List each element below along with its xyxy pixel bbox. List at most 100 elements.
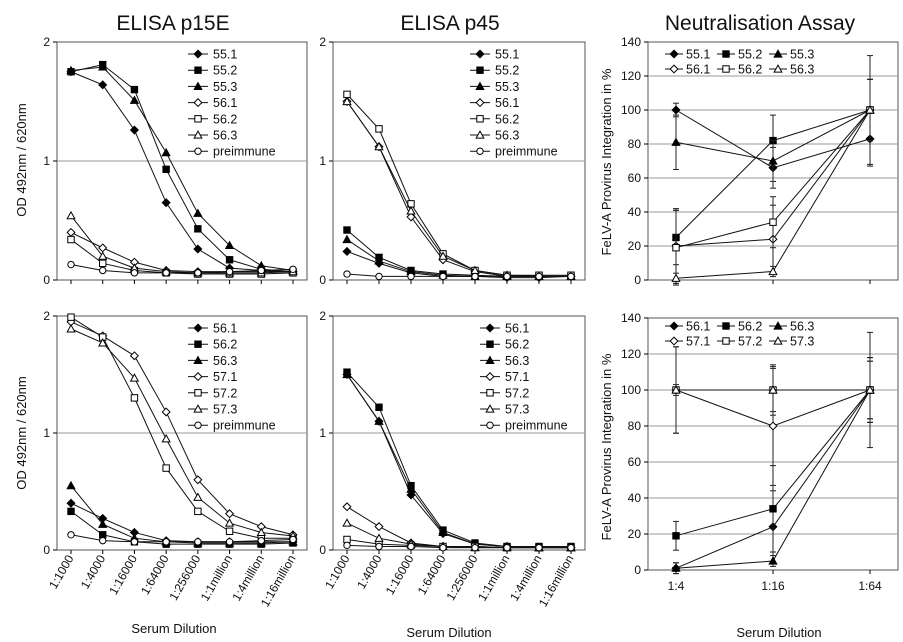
y-tick-label: 2 (43, 35, 50, 49)
y-tick-label: 2 (43, 309, 50, 323)
data-point (130, 269, 139, 277)
data-point (225, 256, 234, 264)
data-point (99, 259, 107, 268)
data-point (503, 272, 511, 281)
legend-label: 56.2 (738, 320, 762, 334)
legend-label: 56.3 (213, 129, 237, 143)
data-point (407, 272, 415, 281)
x-tick-label: 1:16000 (106, 552, 140, 597)
data-point (374, 522, 384, 532)
data-point (129, 125, 139, 135)
legend-marker (669, 321, 679, 331)
legend-label: 57.1 (213, 370, 237, 384)
series-line (70, 64, 294, 273)
legend-marker (193, 130, 203, 139)
legend-label: 55.2 (495, 64, 519, 78)
y-tick-label: 20 (628, 239, 642, 253)
data-point (375, 125, 383, 133)
legend-marker (193, 372, 203, 382)
series-preimmune (67, 531, 297, 546)
data-point (193, 244, 203, 254)
y-tick-label: 1 (319, 426, 326, 440)
data-point (374, 416, 384, 425)
data-point (406, 490, 416, 500)
y-tick-label: 0 (319, 273, 326, 287)
series-57.3 (671, 346, 875, 434)
data-point (375, 403, 383, 411)
legend-label: 55.3 (495, 80, 519, 94)
legend-label: 56.1 (686, 63, 710, 77)
legend-label: 56.3 (790, 63, 814, 77)
legend-marker (669, 64, 679, 74)
data-point (343, 541, 351, 550)
data-point (225, 527, 234, 535)
legend-marker (193, 81, 203, 90)
y-tick-label: 80 (628, 137, 642, 151)
data-point (257, 536, 265, 545)
series-line (70, 66, 294, 271)
legend-marker (722, 322, 730, 330)
x-label-p15e: Serum Dilution (131, 621, 216, 636)
legend: 55.1 55.2 55.3 56.1 56.2 56.3 preimmune (188, 48, 276, 159)
series-preimmune (343, 270, 575, 281)
x-tick-label: 1:4000 (78, 552, 109, 591)
data-point (407, 542, 415, 551)
data-point (194, 225, 202, 233)
data-point (769, 505, 777, 513)
y-tick-label: 40 (628, 491, 642, 505)
data-point (671, 137, 681, 146)
data-point (672, 244, 680, 252)
data-point (471, 272, 479, 281)
col3-title: Neutralisation Assay (665, 12, 856, 35)
data-point (224, 240, 235, 250)
data-point (161, 433, 171, 443)
series-line (70, 534, 294, 543)
data-point (194, 507, 202, 516)
data-point (99, 536, 107, 545)
legend-label: 55.3 (790, 48, 814, 62)
legend-label: 55.1 (686, 48, 710, 62)
data-point (162, 165, 170, 174)
data-point (161, 147, 171, 157)
legend-marker (193, 323, 203, 333)
data-point (98, 519, 108, 528)
data-point (224, 518, 235, 527)
data-point (374, 141, 384, 151)
series-line (70, 264, 294, 274)
x-tick-label: 1:16 (761, 579, 785, 593)
data-point (99, 266, 107, 275)
data-point (289, 265, 297, 273)
x-tick-label: 1:4000 (354, 552, 385, 591)
legend-marker (194, 421, 202, 429)
y-label-provirus-bottom: FeLV-A Provirus Integration in % (599, 353, 614, 540)
legend-label: 56.1 (505, 322, 529, 336)
y-tick-label: 120 (621, 69, 641, 83)
legend-label: 57.3 (505, 403, 529, 417)
data-point (66, 210, 76, 220)
legend-marker (669, 336, 679, 346)
data-point (438, 527, 448, 537)
chart-p15e_top: 0 1 2 55.1 55.2 55.3 56.1 56.2 56.3 preimmune (43, 35, 308, 287)
x-tick-label: 1:16000 (383, 552, 417, 597)
legend-marker (485, 372, 495, 382)
legend-label: 55.1 (495, 48, 519, 62)
legend-label: 56.2 (213, 338, 237, 352)
data-point (375, 272, 383, 281)
data-point (342, 518, 352, 527)
x-tick-label: 1:64000 (138, 552, 172, 597)
legend-marker (193, 49, 203, 59)
data-point (225, 509, 235, 519)
legend-label: 55.2 (213, 64, 237, 78)
data-point (769, 218, 777, 226)
series-line (70, 215, 294, 274)
legend-marker (486, 389, 494, 397)
y-label-od-top: OD 492nm / 620nm (14, 103, 29, 216)
data-point (193, 475, 203, 485)
data-point (438, 251, 448, 260)
y-tick-label: 0 (319, 543, 326, 557)
series-line (70, 321, 294, 536)
data-point (289, 535, 297, 544)
data-point (161, 407, 171, 417)
